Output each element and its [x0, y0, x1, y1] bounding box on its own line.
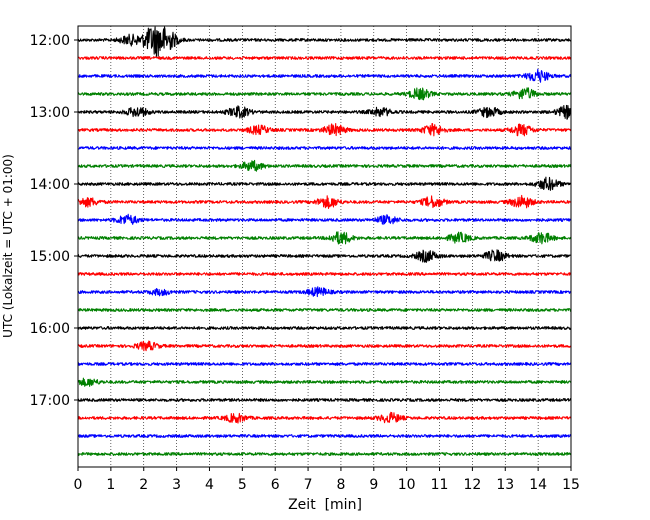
y-axis-ticks: 12:00 13:00 14:00 15:00 16:00 17:00 [30, 33, 78, 409]
seismic-trace [77, 26, 572, 57]
seismic-trace [77, 411, 572, 424]
plot-frame [77, 25, 572, 468]
y-tick-label: 13:00 [30, 105, 70, 121]
x-tick-label: 3 [172, 477, 181, 493]
seismic-trace [77, 362, 572, 366]
seismic-trace [77, 340, 572, 352]
x-tick-label: 1 [106, 477, 115, 493]
seismic-trace [77, 56, 572, 60]
x-tick-label: 5 [238, 477, 247, 493]
x-tick-label: 11 [431, 477, 449, 493]
seismic-trace [77, 452, 572, 456]
seismic-trace [77, 398, 572, 402]
seismic-trace [77, 377, 572, 387]
x-tick-label: 6 [271, 477, 280, 493]
seismic-trace [77, 68, 572, 83]
seismic-trace [77, 122, 572, 137]
seismic-trace [77, 104, 572, 120]
x-tick-label: 10 [398, 477, 416, 493]
seismic-trace [77, 231, 572, 245]
x-tick-label: 4 [205, 477, 214, 493]
y-tick-label: 12:00 [30, 33, 70, 49]
seismic-trace [77, 146, 572, 150]
y-tick-label: 16:00 [30, 321, 70, 337]
x-tick-label: 8 [336, 477, 345, 493]
seismic-trace [77, 272, 572, 276]
seismic-trace [77, 194, 572, 209]
y-axis-title: UTC (Lokalzeit = UTC + 01:00) [1, 154, 15, 338]
x-axis-title: Zeit [min] [288, 497, 362, 513]
seismic-trace [77, 176, 572, 191]
x-tick-label: 13 [496, 477, 514, 493]
seismic-trace [77, 326, 572, 330]
x-tick-label: 14 [529, 477, 547, 493]
x-tick-label: 15 [562, 477, 580, 493]
x-tick-label: 9 [369, 477, 378, 493]
x-axis-ticks: 0 1 2 3 4 5 6 7 8 9 10 11 12 13 14 15 [74, 467, 580, 493]
seismic-trace [77, 308, 572, 312]
x-tick-label: 12 [463, 477, 481, 493]
seismic-trace [77, 87, 572, 101]
seismic-traces [77, 26, 572, 456]
seismic-trace [77, 213, 572, 225]
seismic-trace [77, 434, 572, 438]
y-tick-label: 17:00 [30, 393, 70, 409]
seismic-trace [77, 249, 572, 263]
x-tick-label: 2 [139, 477, 148, 493]
x-tick-label: 7 [304, 477, 313, 493]
x-tick-label: 0 [74, 477, 83, 493]
y-tick-label: 15:00 [30, 249, 70, 265]
seismic-trace [77, 286, 572, 298]
y-tick-label: 14:00 [30, 177, 70, 193]
seismic-trace [77, 159, 572, 172]
